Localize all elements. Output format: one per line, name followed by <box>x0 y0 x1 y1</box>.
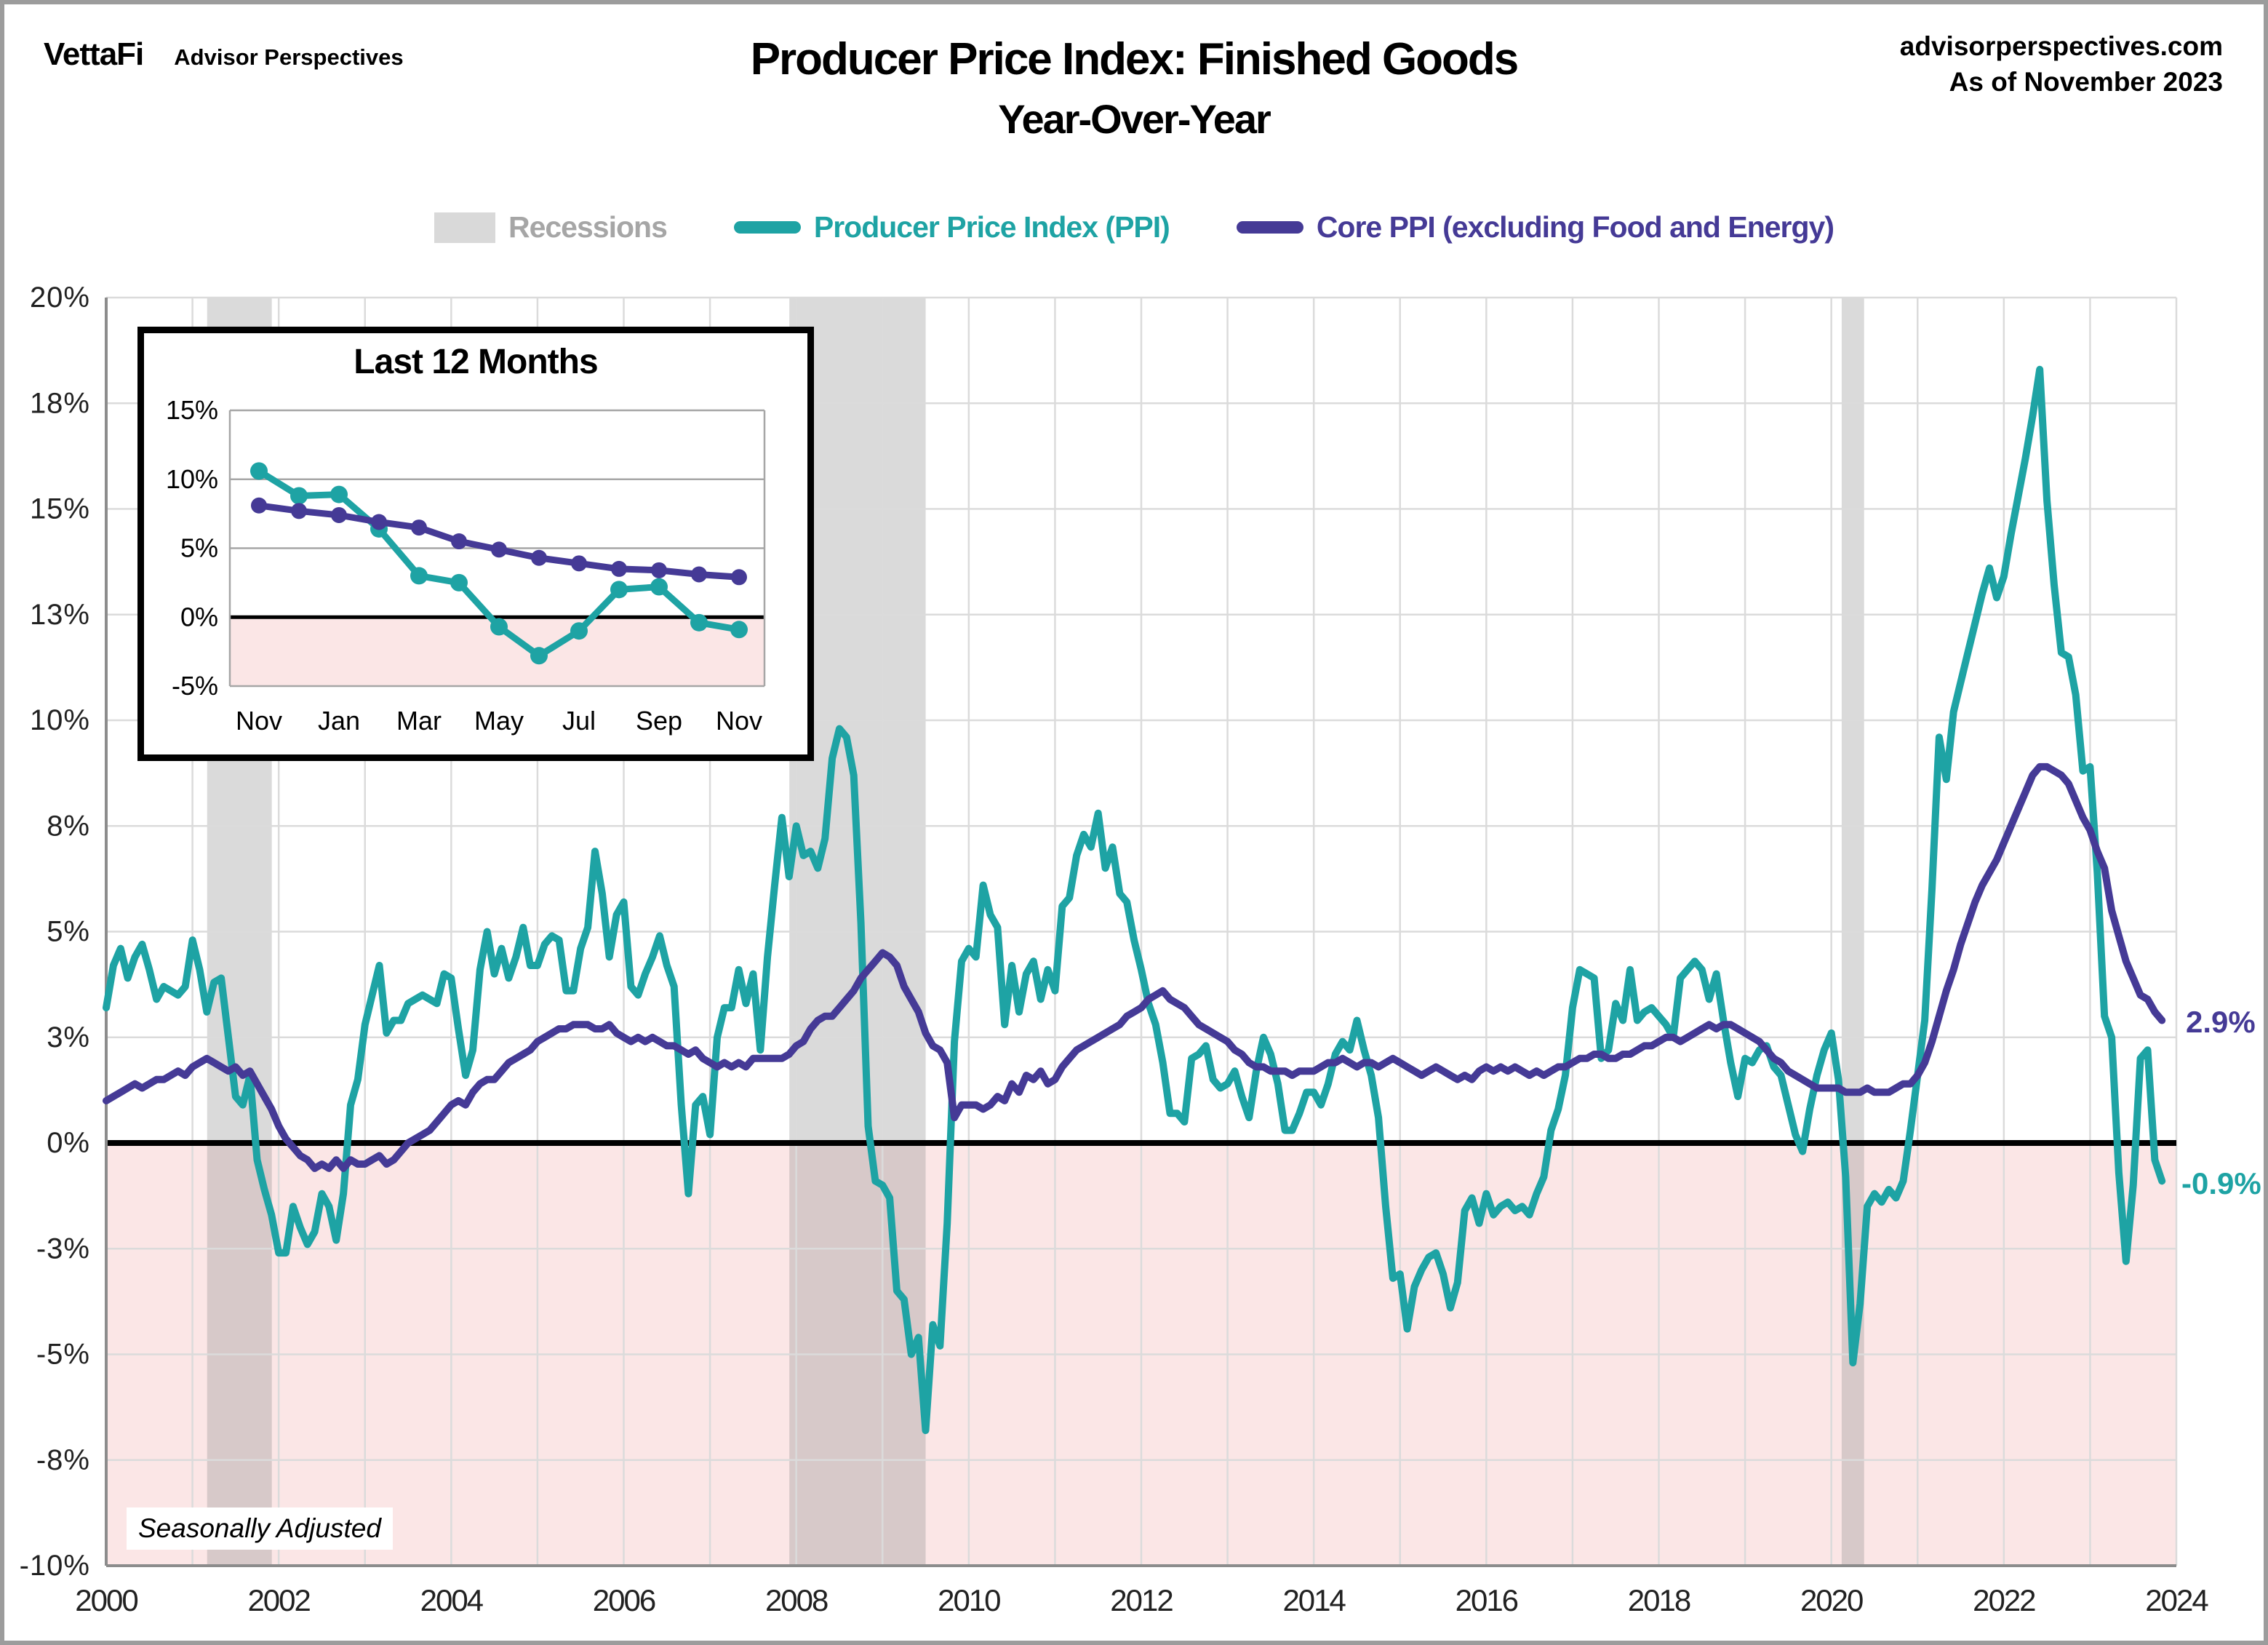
x-axis-label: 2004 <box>420 1583 484 1617</box>
inset-x-axis-label: Jan <box>318 706 360 736</box>
y-axis-label: 10% <box>30 704 90 736</box>
x-axis-label: 2022 <box>1973 1583 2035 1617</box>
as-of-date: As of November 2023 <box>1949 66 2223 97</box>
x-axis-label: 2008 <box>765 1583 828 1617</box>
x-axis-label: 2016 <box>1456 1583 1518 1617</box>
inset-ppi-marker <box>290 487 308 505</box>
x-axis-label: 2000 <box>75 1583 137 1617</box>
source-attribution: advisorperspectives.com As of November 2… <box>1900 29 2223 100</box>
source-url: advisorperspectives.com <box>1899 31 2223 61</box>
y-axis-label: -8% <box>36 1444 90 1476</box>
inset-ppi-marker <box>490 618 508 636</box>
inset-core-ppi-marker <box>651 562 667 578</box>
x-axis-label: 2014 <box>1282 1583 1346 1617</box>
inset-core-ppi-marker <box>611 560 627 577</box>
legend-label-core-ppi: Core PPI (excluding Food and Energy) <box>1316 210 1834 244</box>
inset-ppi-marker <box>730 621 748 639</box>
ppi-end-value: -0.9% <box>2181 1166 2261 1200</box>
ppi-series-line <box>103 365 2166 1435</box>
legend-label-ppi: Producer Price Index (PPI) <box>813 210 1170 244</box>
inset-ppi-marker <box>250 462 268 480</box>
x-axis-label: 2020 <box>1800 1583 1863 1617</box>
chart-title-line2: Year-Over-Year <box>998 96 1271 142</box>
y-axis-label: 3% <box>47 1021 90 1053</box>
inset-core-ppi-marker <box>571 555 587 572</box>
inset-x-axis-label: Nov <box>236 706 282 736</box>
inset-core-ppi-marker <box>331 507 347 524</box>
main-chart-svg: 20% 18% 15% 13% 10% 8% 5% 3% 0% -3% -5% -8% -10%2000… <box>20 282 2211 1617</box>
inset-chart-svg: 15% 10% 5% 0% -5% Nov Jan Mar May Jul Sep Nov <box>166 395 766 736</box>
x-axis-label: 2024 <box>2145 1583 2208 1617</box>
seasonally-adjusted-note: Seasonally Adjusted <box>127 1507 393 1550</box>
legend-item-core-ppi: Core PPI (excluding Food and Energy) <box>1236 210 1834 244</box>
logo: VettaFi Advisor Perspectives <box>44 36 404 73</box>
inset-y-axis-label: 15% <box>166 395 218 425</box>
inset-core-ppi-marker <box>691 566 707 583</box>
core-ppi-series-line <box>103 762 2166 1172</box>
inset-core-ppi-marker <box>411 519 427 536</box>
inset-ppi-marker <box>330 485 348 503</box>
y-axis-label: 0% <box>47 1127 90 1159</box>
ppi-line-swatch <box>733 221 801 234</box>
inset-x-axis-label: Mar <box>396 706 442 736</box>
y-axis-label: 8% <box>47 810 90 842</box>
inset-ppi-marker <box>410 567 428 585</box>
y-axis-label: 18% <box>30 387 90 419</box>
recession-swatch <box>434 212 495 243</box>
inset-core-ppi-marker <box>731 569 747 586</box>
inset-ppi-marker <box>450 573 468 592</box>
inset-y-axis-label: 0% <box>180 602 218 632</box>
x-axis-label: 2018 <box>1628 1583 1690 1617</box>
inset-ppi-marker <box>530 647 548 665</box>
x-axis-label: 2002 <box>247 1583 310 1617</box>
inset-ppi-marker <box>610 581 628 599</box>
y-axis-label: 5% <box>47 916 90 948</box>
inset-title: Last 12 Months <box>354 343 598 381</box>
core-ppi-end-value: 2.9% <box>2186 1005 2256 1039</box>
core-ppi-line-swatch <box>1236 221 1303 234</box>
y-axis-label: -10% <box>20 1550 90 1582</box>
legend-item-ppi: Producer Price Index (PPI) <box>733 210 1170 244</box>
y-axis-label: 15% <box>30 493 90 525</box>
y-axis-label: 13% <box>30 599 90 631</box>
inset-ppi-marker <box>690 613 708 632</box>
inset-y-axis-label: -5% <box>172 671 218 701</box>
x-axis-label: 2010 <box>938 1583 1000 1617</box>
inset-ppi-marker <box>570 622 588 640</box>
inset-y-axis-label: 10% <box>166 464 218 494</box>
inset-x-axis-label: May <box>474 706 524 736</box>
inset-x-axis-label: Sep <box>636 706 682 736</box>
brand-sub-text: Advisor Perspectives <box>174 44 404 70</box>
inset-ppi-marker <box>650 578 668 596</box>
chart-title: Producer Price Index: Finished Goods Yea… <box>4 33 2264 143</box>
x-axis-label: 2012 <box>1110 1583 1173 1617</box>
inset-y-axis-label: 5% <box>180 533 218 563</box>
inset-core-ppi-marker <box>451 533 467 550</box>
y-axis-label: 20% <box>30 282 90 314</box>
inset-x-axis-label: Nov <box>716 706 762 736</box>
legend-label-recessions: Recessions <box>508 210 668 244</box>
x-axis-label: 2006 <box>593 1583 655 1617</box>
inset-core-ppi-marker <box>251 497 267 514</box>
legend-item-recessions: Recessions <box>434 210 668 244</box>
inset-core-ppi-marker <box>531 549 547 566</box>
inset-core-ppi-line <box>255 502 743 581</box>
inset-core-ppi-marker <box>371 514 387 530</box>
inset-x-axis-label: Jul <box>562 706 596 736</box>
inset-core-ppi-marker <box>291 503 307 519</box>
y-axis-label: -3% <box>36 1232 90 1264</box>
legend: Recessions Producer Price Index (PPI) Co… <box>4 210 2264 244</box>
inset-core-ppi-marker <box>491 541 507 558</box>
y-axis-label: -5% <box>36 1339 90 1371</box>
chart-title-line1: Producer Price Index: Finished Goods <box>750 34 1520 84</box>
brand-logo-text: VettaFi <box>44 36 144 72</box>
last-12-months-inset: 15% 10% 5% 0% -5% Nov Jan Mar May Jul Sep Nov Last … <box>137 327 814 761</box>
